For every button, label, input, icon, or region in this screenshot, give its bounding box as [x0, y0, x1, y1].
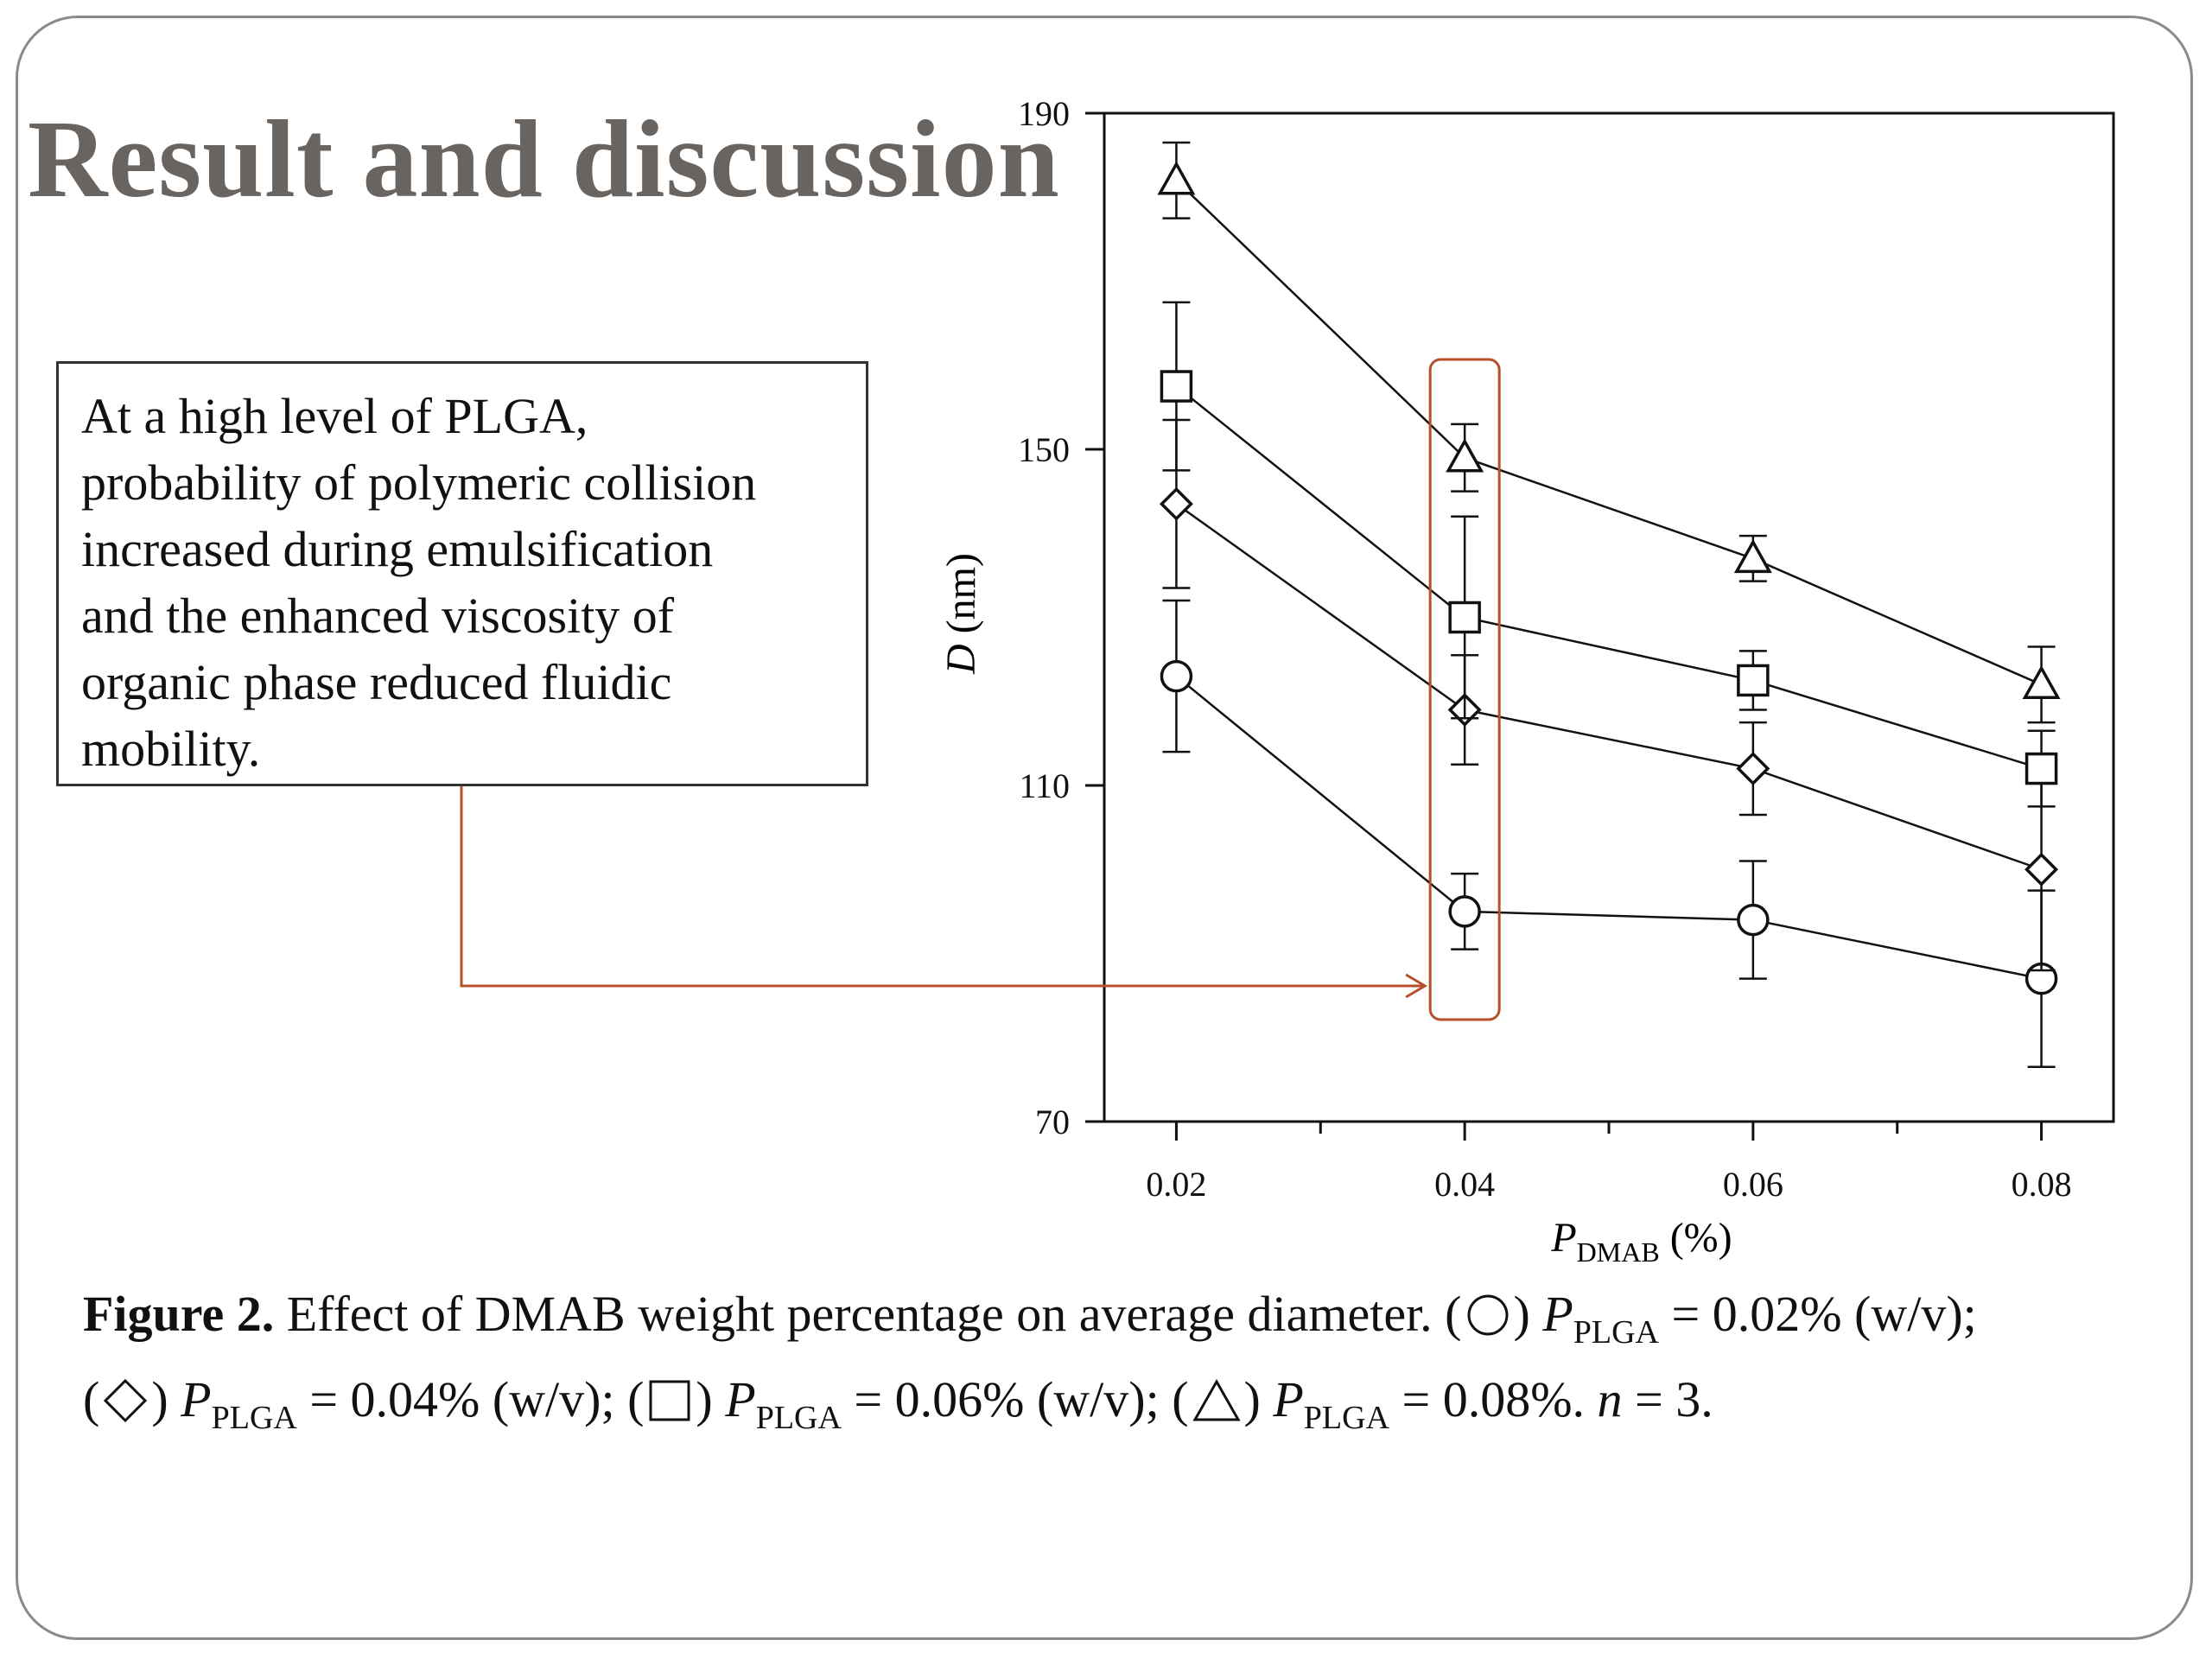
- y-tick-label: 70: [1035, 1103, 1070, 1141]
- data-point-triangle: [2022, 664, 2061, 700]
- y-tick-label: 190: [1018, 94, 1070, 133]
- caption-p-var: P: [181, 1371, 212, 1427]
- data-point-diamond: [2024, 852, 2059, 887]
- plot-frame: [1103, 111, 2115, 1123]
- annotation-line: and the enhanced viscosity of: [81, 588, 675, 644]
- data-point-circle: [1737, 903, 1770, 937]
- plot-area: [1103, 111, 2115, 1123]
- series-line: [1175, 503, 2042, 871]
- data-point-triangle: [1446, 438, 1484, 473]
- triangle-marker-icon: [1192, 1378, 1241, 1421]
- x-tick-label: 0.06: [1723, 1165, 1783, 1204]
- series-square: [1160, 301, 2058, 808]
- caption-plga-sub: PLGA: [1303, 1400, 1390, 1436]
- caption-plga-sub: PLGA: [1573, 1314, 1659, 1351]
- x-axis-unit: (%): [1660, 1215, 1732, 1261]
- y-axis-unit: (nm): [938, 553, 984, 644]
- y-axis-label: D (nm): [938, 553, 984, 675]
- series-line: [1175, 385, 2042, 770]
- data-point-square: [1737, 664, 1770, 697]
- series-circle: [1160, 599, 2058, 1069]
- y-tick-label: 110: [1019, 766, 1070, 805]
- y-axis-variable: D: [938, 644, 984, 675]
- x-axis-subscript: DMAB: [1577, 1236, 1660, 1268]
- line-chart: 70 110 150 190 0.02 0.04 0.06 0.08 D (nm) PDMAB…: [460, 94, 2115, 1268]
- caption-figure-label: Figure 2.: [83, 1286, 275, 1342]
- caption-paren-close: ): [151, 1371, 181, 1427]
- caption-eq: = 0.04% (w/v); (: [296, 1371, 645, 1427]
- figure-caption: Figure 2. Effect of DMAB weight percenta…: [83, 1281, 2191, 1452]
- caption-line-1: Figure 2. Effect of DMAB weight percenta…: [83, 1281, 2191, 1366]
- series-line: [1175, 179, 2043, 686]
- callout-arrow-line: [460, 786, 1424, 988]
- caption-paren-close: ): [696, 1371, 726, 1427]
- x-tick-label: 0.08: [2012, 1165, 2072, 1204]
- data-point-diamond: [1159, 486, 1193, 521]
- series-triangle: [1157, 141, 2061, 724]
- data-point-triangle: [1157, 161, 1196, 195]
- caption-n-value: = 3.: [1622, 1371, 1713, 1427]
- highlight-rectangle: [1428, 358, 1501, 1021]
- diamond-marker-icon: [104, 1378, 148, 1423]
- callout-arrowhead: [1405, 973, 1428, 999]
- callout-layer: [460, 358, 1501, 1021]
- caption-text: Effect of DMAB weight percentage on aver…: [274, 1286, 1462, 1342]
- annotation-line: increased during emulsification: [81, 521, 714, 577]
- caption-paren-open: (: [83, 1371, 100, 1427]
- caption-eq: = 0.08%.: [1389, 1371, 1598, 1427]
- caption-plga-sub: PLGA: [755, 1400, 842, 1436]
- x-tick-label: 0.04: [1434, 1165, 1495, 1204]
- caption-p-var: P: [1273, 1371, 1304, 1427]
- caption-eq: = 0.02% (w/v);: [1659, 1286, 1977, 1342]
- caption-n-var: n: [1597, 1371, 1623, 1427]
- data-point-square: [2024, 752, 2058, 785]
- series-diamond: [1159, 418, 2059, 972]
- data-point-circle: [1448, 895, 1481, 928]
- caption-plga-sub: PLGA: [211, 1400, 297, 1436]
- series-line: [1175, 675, 2042, 980]
- annotation-line: mobility.: [81, 721, 261, 777]
- annotation-line: organic phase reduced fluidic: [81, 654, 672, 710]
- square-marker-icon: [649, 1380, 690, 1421]
- slide-title: Result and discussion: [28, 98, 1060, 220]
- data-point-square: [1160, 370, 1193, 403]
- annotation-box: At a high level of PLGA, probability of …: [56, 361, 868, 786]
- caption-paren-close: ): [1243, 1371, 1274, 1427]
- x-tick-label: 0.02: [1146, 1165, 1206, 1204]
- caption-paren-close: ): [1513, 1286, 1543, 1342]
- caption-line-2: () PPLGA = 0.04% (w/v); () PPLGA = 0.06%…: [83, 1366, 2191, 1452]
- caption-eq: = 0.06% (w/v); (: [841, 1371, 1189, 1427]
- data-point-square: [1448, 601, 1481, 634]
- x-axis-variable: P: [1550, 1215, 1576, 1261]
- data-point-diamond: [1736, 752, 1770, 786]
- caption-p-var: P: [1542, 1286, 1573, 1342]
- data-point-triangle: [1733, 538, 1772, 574]
- x-axis-label: PDMAB (%): [1550, 1215, 1732, 1268]
- circle-marker-icon: [1467, 1294, 1508, 1336]
- data-point-circle: [1160, 659, 1193, 693]
- annotation-line: At a high level of PLGA,: [81, 388, 588, 444]
- caption-p-var: P: [725, 1371, 756, 1427]
- annotation-line: probability of polymeric collision: [81, 454, 757, 511]
- series-layer: [1157, 141, 2061, 1069]
- axis-ticks: 70 110 150 190 0.02 0.04 0.06 0.08: [1018, 94, 2072, 1204]
- y-tick-label: 150: [1018, 430, 1070, 469]
